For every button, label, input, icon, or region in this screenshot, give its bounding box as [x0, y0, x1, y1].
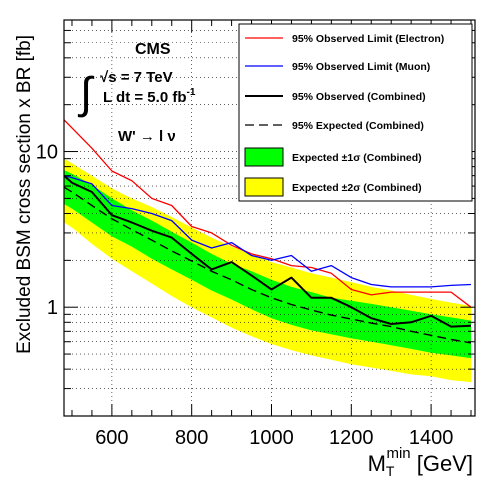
- x-axis-label-sup: min: [386, 445, 410, 462]
- grid: [64, 20, 475, 416]
- legend-entry-4: Expected ±1σ (Combined): [244, 147, 422, 167]
- energy-label: √s = 7 TeV: [100, 69, 173, 86]
- legend-entry-5: Expected ±2σ (Combined): [244, 177, 422, 197]
- legend-label: 95% Observed Limit (Electron): [292, 33, 444, 45]
- legend-label: 95% Expected (Combined): [292, 120, 424, 132]
- limit-curves: [64, 119, 472, 344]
- luminosity-sup: -1: [187, 87, 196, 98]
- series-line-2: [64, 174, 472, 328]
- legend-label: Expected ±2σ (Combined): [292, 182, 422, 194]
- x-axis-label-unit: [GeV]: [411, 451, 473, 476]
- series-line-1: [64, 175, 472, 288]
- legend-swatch: [244, 177, 284, 197]
- legend-label: 95% Observed (Combined): [292, 91, 426, 103]
- process-label: W' → l ν: [118, 128, 176, 145]
- x-axis-label: MTmin [GeV]: [368, 445, 473, 478]
- band-1sigma: [64, 170, 471, 359]
- experiment-label: CMS: [135, 41, 171, 58]
- legend-swatch: [244, 147, 284, 167]
- luminosity-label: L dt = 5.0 fb-1: [103, 87, 196, 106]
- series-line-0: [64, 119, 472, 308]
- luminosity-main: L dt = 5.0 fb: [103, 89, 187, 106]
- y-tick-label: 10: [36, 142, 58, 164]
- x-tick-label: 1200: [329, 427, 374, 449]
- plot-frame: [63, 19, 476, 417]
- legend-label: Expected ±1σ (Combined): [292, 152, 422, 164]
- legend-entry-3: 95% Expected (Combined): [245, 120, 424, 132]
- cms-label-block: CMS ∫ √s = 7 TeV L dt = 5.0 fb-1 W' → l …: [77, 41, 196, 145]
- series-line-3: [64, 186, 472, 344]
- x-tick-label: 1400: [409, 427, 454, 449]
- x-tick-label: 1000: [249, 427, 294, 449]
- axes-box: [63, 19, 476, 417]
- legend-box: [238, 23, 473, 202]
- x-axis-label-main: M: [368, 451, 386, 476]
- axis-ticks: 600 800 1000 1200 1400 1 10: [36, 19, 475, 449]
- x-tick-label: 800: [175, 427, 208, 449]
- legend-entry-2: 95% Observed (Combined): [245, 91, 426, 103]
- legend-label: 95% Observed Limit (Muon): [292, 61, 430, 73]
- legend: 95% Observed Limit (Electron) 95% Observe…: [238, 23, 473, 202]
- legend-entry-0: 95% Observed Limit (Electron): [245, 33, 444, 45]
- y-tick-label: 1: [47, 297, 58, 319]
- expected-bands: [64, 20, 475, 416]
- y-axis-label: Excluded BSM cross section x BR [fb]: [14, 35, 35, 354]
- x-tick-label: 600: [95, 427, 128, 449]
- integral-symbol: ∫: [77, 69, 95, 118]
- legend-entry-1: 95% Observed Limit (Muon): [245, 61, 430, 73]
- x-axis-label-sub: T: [386, 463, 395, 478]
